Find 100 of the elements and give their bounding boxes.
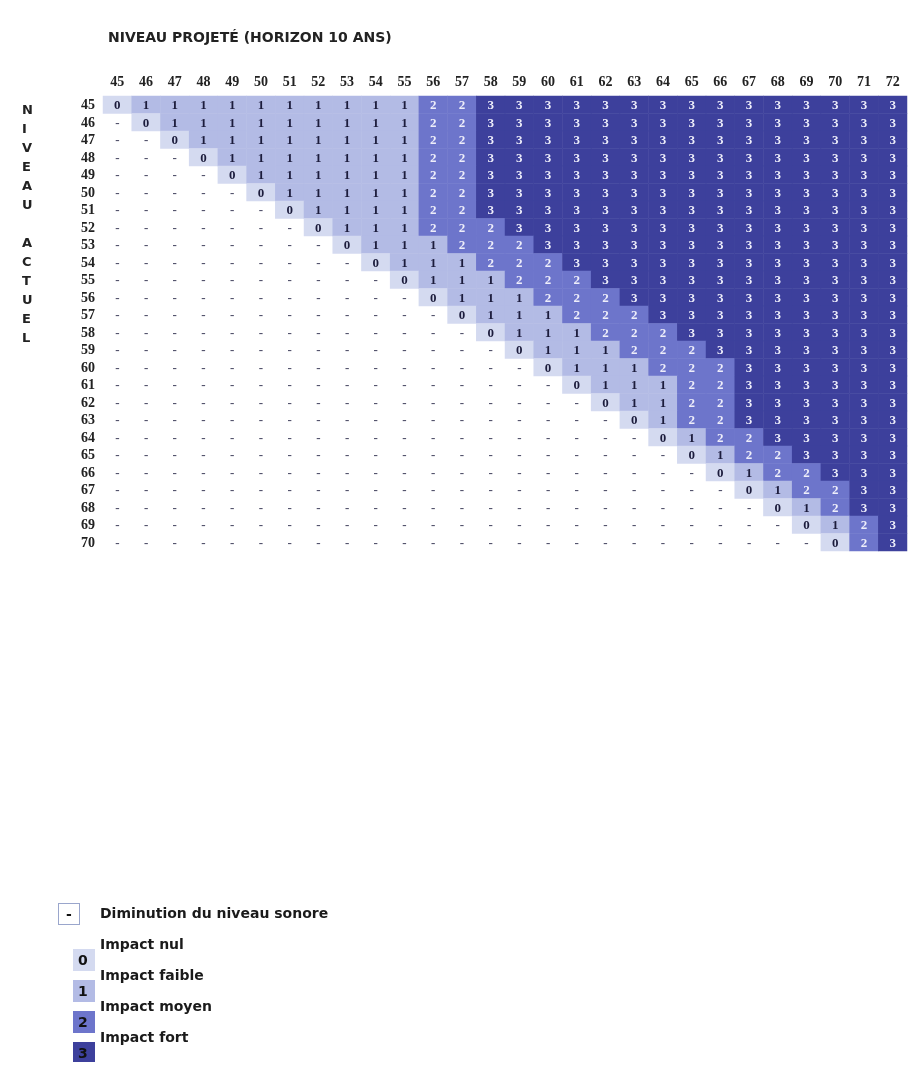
data-label: 3	[602, 149, 610, 165]
y-tick-label: 67	[81, 482, 95, 498]
data-label: 2	[516, 272, 523, 288]
data-label: 3	[602, 254, 610, 270]
data-label: 3	[630, 237, 638, 253]
data-label: 3	[688, 97, 696, 113]
data-label: 1	[315, 167, 322, 183]
text: -	[115, 482, 120, 498]
data-label: 0	[831, 534, 839, 550]
text: -	[230, 184, 235, 200]
data-label: 3	[889, 149, 897, 165]
data-label: 2	[717, 429, 724, 445]
data-label: 2	[745, 429, 753, 445]
data-label: 3	[860, 237, 868, 253]
text: -	[143, 237, 149, 253]
text: -	[143, 359, 149, 375]
text: -	[201, 272, 206, 288]
data-label: 0	[573, 377, 581, 393]
data-label: 3	[831, 184, 839, 200]
data-label: 3	[803, 237, 811, 253]
text: -	[230, 289, 235, 305]
text: -	[574, 429, 579, 445]
data-label: 1	[401, 114, 408, 130]
data-label: 3	[688, 289, 696, 305]
text: -	[746, 517, 752, 533]
data-label: 3	[659, 202, 667, 218]
text: -	[230, 377, 235, 393]
text: -	[115, 202, 120, 218]
text: -	[258, 377, 264, 393]
y-tick-label: 52	[81, 219, 95, 235]
data-label: 1	[343, 132, 351, 148]
text: -	[287, 289, 292, 305]
text: -	[143, 307, 149, 323]
data-label: 3	[602, 272, 610, 288]
text: -	[172, 342, 177, 358]
data-label: 3	[803, 254, 811, 270]
data-label: 3	[831, 132, 839, 148]
text: -	[172, 429, 177, 445]
data-label: 3	[688, 237, 696, 253]
data-label: 0	[200, 149, 207, 165]
data-label: 1	[228, 114, 236, 130]
text: -	[574, 464, 579, 480]
data-label: 1	[659, 377, 667, 393]
text: -	[143, 289, 149, 305]
text: -	[230, 202, 235, 218]
data-label: 2	[458, 97, 466, 113]
text: -	[172, 534, 177, 550]
text: -	[804, 534, 809, 550]
text: -	[402, 342, 407, 358]
text: -	[746, 499, 752, 515]
text: -	[115, 447, 120, 463]
data-label: 3	[774, 202, 782, 218]
x-tick-label: 59	[512, 73, 527, 89]
data-label: 1	[401, 132, 408, 148]
data-label: 1	[286, 114, 293, 130]
data-label: 3	[831, 359, 839, 375]
data-label: 2	[717, 377, 724, 393]
text: -	[373, 517, 378, 533]
data-label: 0	[315, 219, 322, 235]
data-label: 1	[142, 97, 150, 113]
text: -	[287, 377, 292, 393]
text: -	[201, 307, 206, 323]
data-label: 3	[831, 342, 839, 358]
data-label: 3	[860, 359, 868, 375]
text: -	[172, 412, 177, 428]
data-label: 1	[630, 394, 638, 410]
text: -	[201, 289, 206, 305]
data-label: 3	[889, 132, 897, 148]
data-label: 1	[401, 97, 408, 113]
text: -	[258, 394, 264, 410]
data-label: 0	[544, 359, 552, 375]
text: -	[316, 307, 321, 323]
data-label: 3	[544, 149, 552, 165]
data-label: 2	[573, 307, 581, 323]
data-label: 3	[745, 342, 753, 358]
data-label: 3	[630, 254, 638, 270]
text: -	[431, 517, 436, 533]
y-tick-label: 61	[81, 377, 95, 393]
data-label: 3	[774, 377, 782, 393]
x-tick-label: 70	[828, 73, 843, 89]
data-label: 3	[659, 132, 667, 148]
data-label: 1	[171, 114, 179, 130]
data-label: 3	[803, 377, 811, 393]
data-label: 3	[745, 324, 753, 340]
text: -	[344, 464, 350, 480]
text: -	[488, 342, 493, 358]
data-label: 3	[630, 219, 638, 235]
data-label: 0	[429, 289, 437, 305]
data-label: 3	[745, 149, 753, 165]
data-label: 2	[429, 97, 437, 113]
data-label: 1	[573, 359, 581, 375]
data-label: 3	[544, 114, 552, 130]
color-bar-label: 2	[78, 1014, 88, 1030]
y-tick-label: 45	[81, 97, 95, 113]
text: -	[603, 517, 608, 533]
data-label: 2	[458, 202, 466, 218]
text: -	[488, 499, 493, 515]
data-label: 3	[860, 482, 868, 498]
data-label: 1	[200, 132, 207, 148]
data-label: 3	[745, 132, 753, 148]
